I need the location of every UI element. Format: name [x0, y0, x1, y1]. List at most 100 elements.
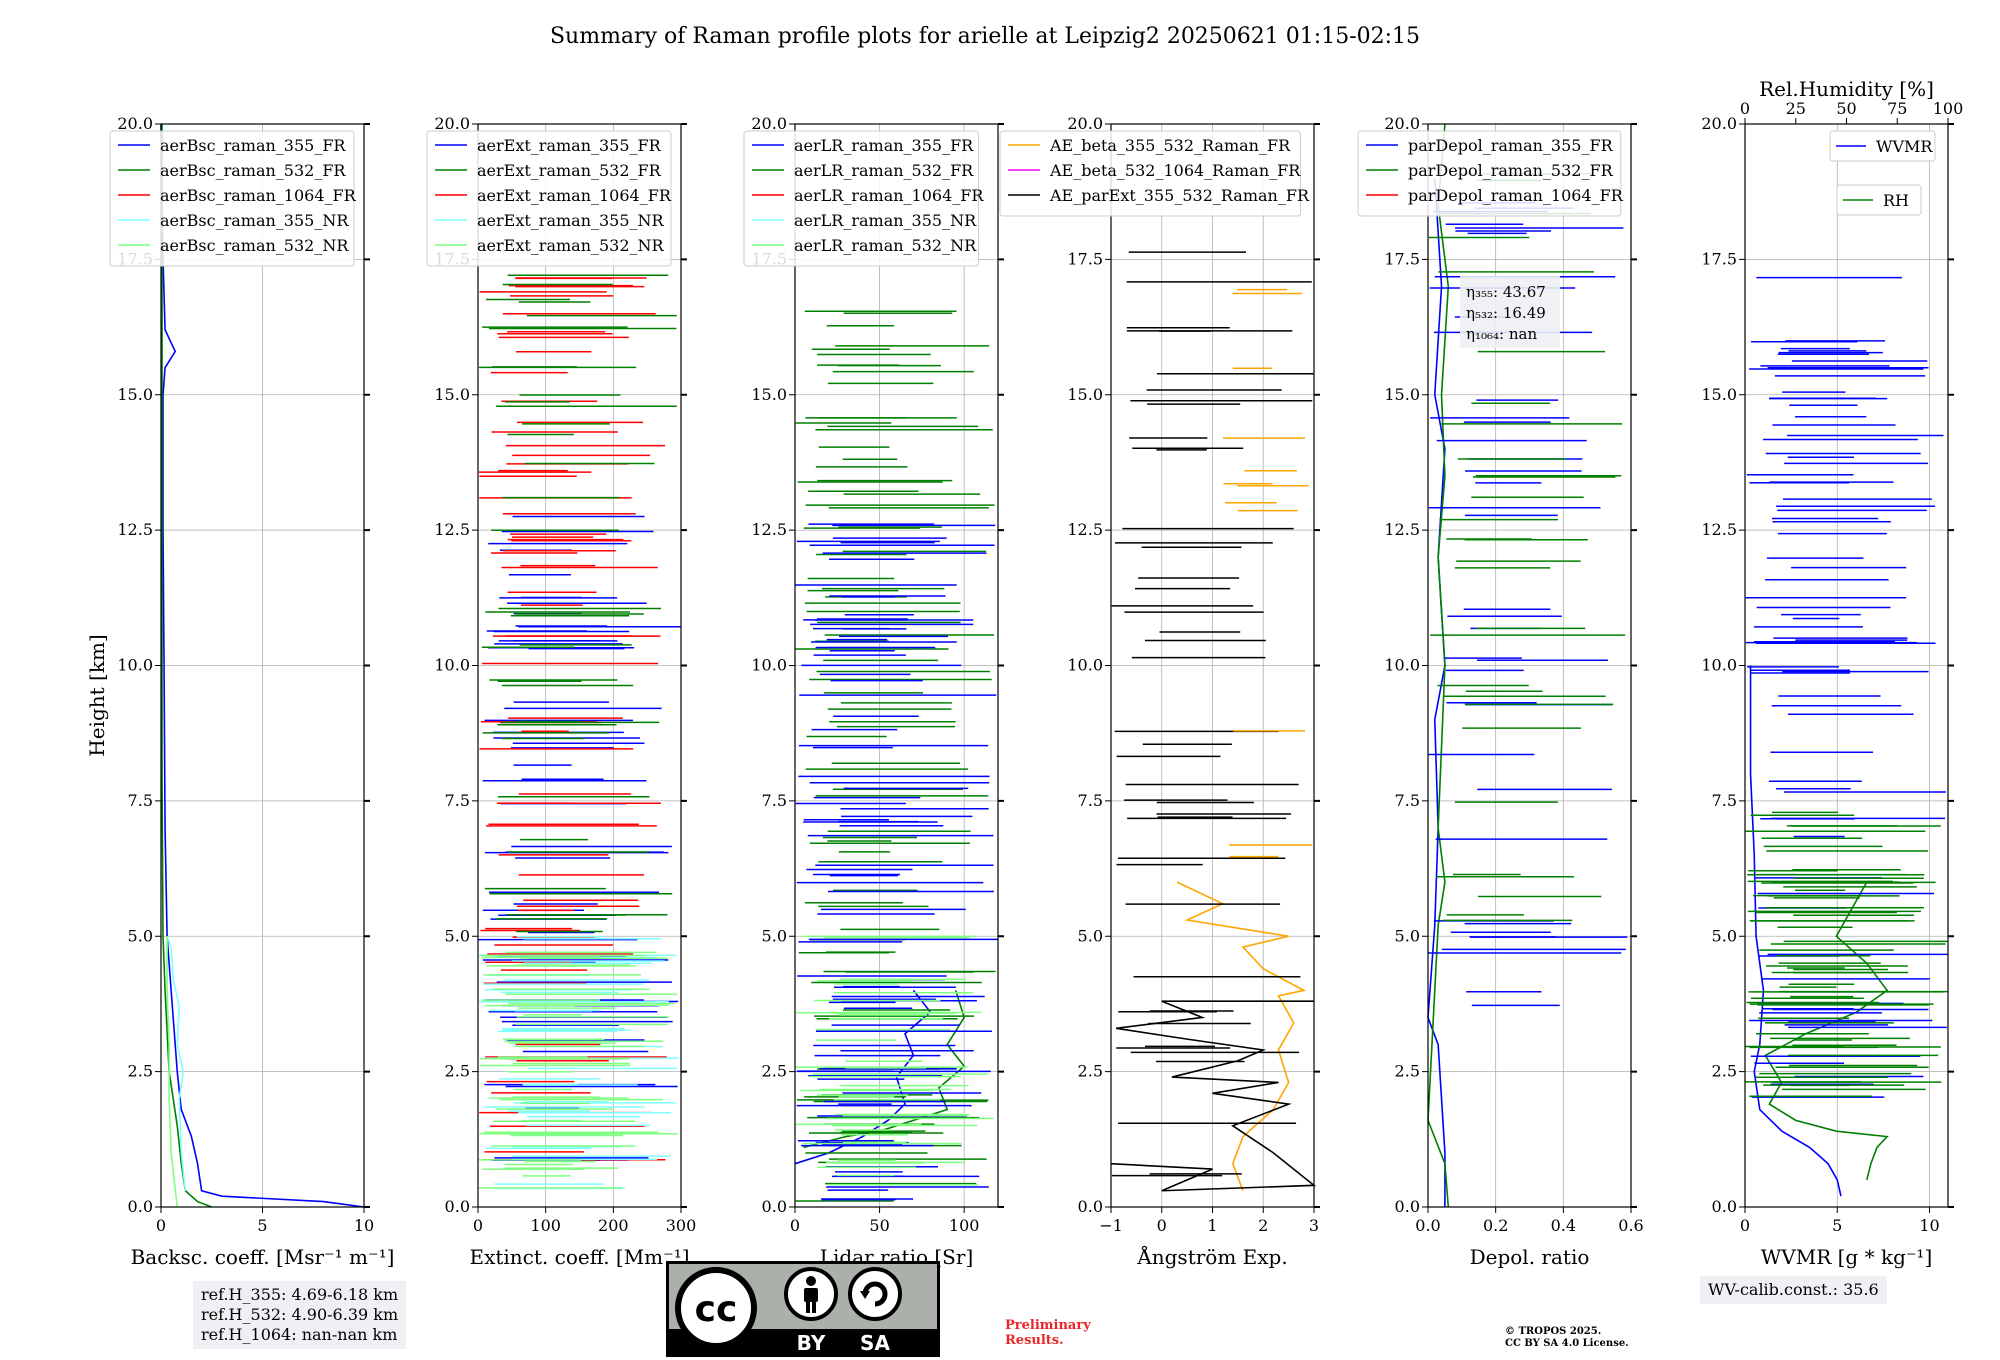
x-tick-label: 3 — [1309, 1216, 1319, 1235]
y-tick-label: 0.0 — [128, 1197, 153, 1216]
y-tick-label: 17.5 — [1384, 249, 1420, 268]
x-tick-label: −1 — [1099, 1216, 1123, 1235]
legend-box — [426, 130, 672, 267]
y-tick-label: 7.5 — [1078, 791, 1103, 810]
legend-label: aerExt_raman_532_FR — [477, 161, 662, 180]
y-tick-label: 20.0 — [1384, 114, 1420, 133]
series-aerbsc-raman-532-nr — [166, 936, 179, 1208]
y-tick-label: 2.5 — [445, 1062, 470, 1081]
legend-rh: RH — [1836, 184, 1922, 216]
y-tick-label: 20.0 — [117, 114, 153, 133]
x-tick-label: 5 — [1832, 1216, 1842, 1235]
x2-tick-label: 0 — [1740, 99, 1750, 118]
panel-3-legend: aerLR_raman_355_FR aerLR_raman_532_FR aerL… — [743, 130, 984, 267]
legend-box — [999, 130, 1301, 217]
preliminary-line-1: Preliminary — [1005, 1318, 1091, 1333]
legend-box — [109, 130, 355, 267]
legend-wvmr: WVMR — [1829, 130, 1936, 162]
y-tick-label: 10.0 — [1384, 656, 1420, 675]
y-tick-label: 5.0 — [762, 926, 787, 945]
cc-sa-label: SA — [860, 1331, 890, 1355]
y-tick-label: 15.0 — [751, 385, 787, 404]
panel-4-retrieval-spikes — [1111, 251, 1314, 1177]
y-tick-label: 20.0 — [1701, 114, 1737, 133]
panel-2-retrieval-spikes — [478, 274, 681, 1190]
y-tick-label: 10.0 — [434, 656, 470, 675]
legend-box — [1357, 130, 1622, 217]
eta-annotation: η₁₀₆₄: nan — [1466, 325, 1537, 343]
wv-calib-box: WV-calib.const.: 35.6 — [1700, 1276, 1887, 1304]
legend-box — [743, 130, 980, 267]
x-axis-label: Extinct. coeff. [Mm⁻¹] — [469, 1245, 689, 1269]
panel-3-retrieval-spikes — [795, 310, 998, 1202]
y-tick-label: 0.0 — [445, 1197, 470, 1216]
x2-tick-label: 75 — [1887, 99, 1907, 118]
figure-title: Summary of Raman profile plots for ariel… — [550, 24, 1420, 49]
panel-5-legend: parDepol_raman_355_FR parDepol_raman_532_… — [1357, 130, 1624, 217]
panel-1-legend: aerBsc_raman_355_FR aerBsc_raman_532_FRae… — [109, 130, 357, 267]
y-tick-label: 20.0 — [434, 114, 470, 133]
y-tick-label: 2.5 — [128, 1062, 153, 1081]
x-tick-label: 0 — [1157, 1216, 1167, 1235]
legend-label: aerLR_raman_532_FR — [794, 161, 974, 180]
y-tick-label: 7.5 — [445, 791, 470, 810]
preliminary-note: Preliminary Results. — [1005, 1318, 1091, 1348]
x-axis-label: Backsc. coeff. [Msr⁻¹ m⁻¹] — [131, 1245, 395, 1269]
y-tick-label: 15.0 — [1384, 385, 1420, 404]
x-axis-label: Depol. ratio — [1470, 1245, 1590, 1269]
panel-3: 0.02.55.07.510.012.515.017.520.0050100Li… — [743, 114, 1004, 1269]
y-tick-label: 0.0 — [762, 1197, 787, 1216]
y-tick-label: 7.5 — [1712, 791, 1737, 810]
series-wvmr — [1749, 665, 1842, 1197]
legend-label: parDepol_raman_532_FR — [1408, 161, 1614, 180]
y-tick-label: 5.0 — [1712, 926, 1737, 945]
x-tick-label: 0 — [156, 1216, 166, 1235]
panel-2: 0.02.55.07.510.012.515.017.520.001002003… — [426, 114, 696, 1269]
panel-5-retrieval-spikes — [1428, 173, 1628, 1007]
legend-label: aerLR_raman_532_NR — [794, 236, 977, 255]
y-tick-label: 12.5 — [434, 520, 470, 539]
y-tick-label: 7.5 — [128, 791, 153, 810]
y-tick-label: 10.0 — [1701, 656, 1737, 675]
y-axis-label: Height [km] — [85, 634, 109, 756]
panel-4-data — [1110, 881, 1317, 1192]
series-aerbsc-raman-532-fr — [161, 124, 213, 1208]
legend-label: aerExt_raman_355_NR — [477, 211, 665, 230]
legend-label: aerBsc_raman_355_FR — [160, 136, 346, 155]
legend-label: WVMR — [1876, 137, 1933, 156]
series-pardepol-raman-355-fr — [1427, 178, 1446, 1207]
y-tick-label: 17.5 — [1067, 249, 1103, 268]
x-tick-label: 0.4 — [1551, 1216, 1576, 1235]
panel-6-retrieval-spikes — [1745, 276, 1948, 1098]
legend-label: AE_beta_355_532_Raman_FR — [1049, 136, 1291, 155]
x-tick-label: 0 — [790, 1216, 800, 1235]
series-ae-beta-355-532-raman-fr — [1176, 881, 1307, 1192]
x2-tick-label: 25 — [1786, 99, 1806, 118]
x-tick-label: 1 — [1207, 1216, 1217, 1235]
panel-1: 0.02.55.07.510.012.515.017.520.00510Back… — [85, 114, 394, 1269]
x-tick-label: 100 — [530, 1216, 561, 1235]
sa-share-alike-icon — [848, 1267, 902, 1321]
x-tick-label: 100 — [949, 1216, 980, 1235]
ref-height-532: ref.H_532: 4.90-6.39 km — [201, 1305, 399, 1324]
x-tick-label: 0.6 — [1618, 1216, 1643, 1235]
panel-1-grid — [160, 123, 365, 1208]
y-tick-label: 15.0 — [434, 385, 470, 404]
eta-annotation: η₅₃₂: 16.49 — [1466, 304, 1546, 322]
y-tick-label: 2.5 — [1395, 1062, 1420, 1081]
legend-label: RH — [1883, 191, 1909, 210]
x-tick-label: 50 — [869, 1216, 889, 1235]
legend-label: aerLR_raman_355_NR — [794, 211, 977, 230]
x-tick-label: 0 — [473, 1216, 483, 1235]
y-tick-label: 7.5 — [762, 791, 787, 810]
preliminary-line-2: Results. — [1005, 1333, 1064, 1348]
panel-2-legend: aerExt_raman_355_FR aerExt_raman_532_FRae… — [426, 130, 672, 267]
x-tick-label: 5 — [257, 1216, 267, 1235]
y-tick-label: 10.0 — [1067, 656, 1103, 675]
y-tick-label: 5.0 — [1395, 926, 1420, 945]
y-tick-label: 12.5 — [117, 520, 153, 539]
wv-calib-const: WV-calib.const.: 35.6 — [1708, 1280, 1879, 1299]
annotation-box — [1460, 276, 1560, 348]
eta-annotation: η₃₅₅: 43.67 — [1466, 283, 1546, 301]
